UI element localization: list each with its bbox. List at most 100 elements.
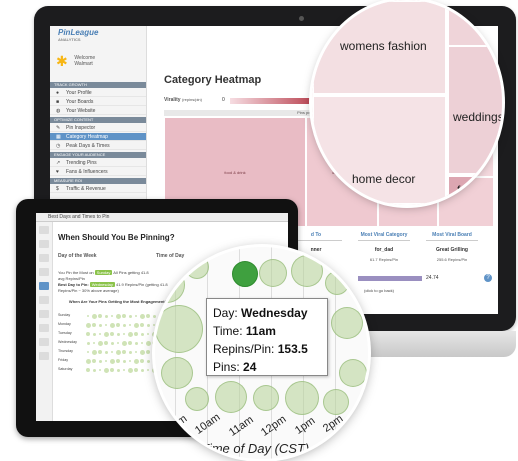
bubble[interactable] [185,387,209,411]
bubble-dot[interactable] [152,341,156,345]
bubble-dot[interactable] [135,315,137,317]
sidebar-item-profile[interactable]: ● Your Profile [50,89,146,97]
bubble-dot[interactable] [129,324,131,326]
nav-icon[interactable] [39,240,49,248]
bubble-dot[interactable] [140,359,144,363]
bubble-dot[interactable] [104,350,108,354]
bubble-dot[interactable] [147,369,149,371]
bubble-dot[interactable] [86,332,90,336]
bubble[interactable] [185,255,209,279]
bubble-dot[interactable] [122,359,126,363]
sidebar-item-website[interactable]: ◍ Your Website [50,107,146,115]
bubble-dot[interactable] [105,324,107,326]
bubble-dot[interactable] [121,340,127,346]
bubble-dot[interactable] [92,368,96,372]
bubble-dot[interactable] [91,313,97,319]
bubble-dot[interactable] [109,358,115,364]
bubble-dot[interactable] [110,341,114,345]
bubble-dot[interactable] [98,350,102,354]
bubble-dot[interactable] [128,341,132,345]
bubble-dot[interactable] [133,322,139,328]
bubble-dot[interactable] [99,369,101,371]
sidebar-item-trending-pins[interactable]: ↗ Trending Pins [50,159,146,167]
magnified-cell[interactable]: home decor [312,95,447,205]
bubble-dot[interactable] [87,315,89,317]
bubble-dot[interactable] [140,368,144,372]
nav-icon[interactable] [39,226,49,234]
bubble-dot[interactable] [146,359,150,363]
bubble-dot[interactable] [91,349,97,355]
bubble-dot[interactable] [85,322,91,328]
bubble[interactable] [323,389,349,415]
bubble-dot[interactable] [128,350,132,354]
sidebar-item-peak-days[interactable]: ◷ Peak Days & Times [50,142,146,150]
bubble-dot[interactable] [92,359,96,363]
nav-icon[interactable] [39,338,49,346]
help-icon[interactable]: ? [484,274,492,282]
bubble[interactable] [155,305,203,353]
bubble-dot[interactable] [117,342,119,344]
bubble-dot[interactable] [140,332,144,336]
bubble-dot[interactable] [116,359,120,363]
bubble-dot[interactable] [93,342,95,344]
bubble-dot[interactable] [110,368,114,372]
bubble-dot[interactable] [104,341,108,345]
nav-icon[interactable] [39,352,49,360]
bubble-dot[interactable] [109,322,115,328]
bubble-dot[interactable] [127,367,133,373]
nav-icon[interactable] [39,254,49,262]
bubble-dot[interactable] [151,367,157,373]
nav-icon[interactable] [39,268,49,276]
bubble-dot[interactable] [147,333,149,335]
bubble-dot[interactable] [139,313,145,319]
bubble-dot[interactable] [122,350,126,354]
bubble-dot[interactable] [103,367,109,373]
bubble-dot[interactable] [86,341,90,345]
bubble-dot[interactable] [105,360,107,362]
bubble[interactable] [331,307,363,339]
bubble[interactable] [259,259,287,287]
bubble-dot[interactable] [141,342,143,344]
bubble[interactable] [339,359,367,387]
bubble-dot[interactable] [134,332,138,336]
bubble-dot[interactable] [127,331,133,337]
bubble-dot[interactable] [116,368,120,372]
bubble-dot[interactable] [146,314,150,318]
magnified-cell[interactable]: womens fashion [312,0,447,95]
bubble-dot[interactable] [153,324,155,326]
bubble-dot[interactable] [146,323,150,327]
bubble[interactable] [161,357,193,389]
app-logo[interactable]: PinLeague ANALYTICS [58,28,138,48]
bubble-dot[interactable] [153,360,155,362]
bubble-dot[interactable] [133,358,139,364]
bubble-dot[interactable] [116,332,120,336]
sidebar-item-category-heatmap[interactable]: ▦ Category Heatmap [50,133,146,141]
bubble-dot[interactable] [97,340,103,346]
sidebar-item-pin-inspector[interactable]: ✎ Pin Inspector [50,124,146,132]
bubble-dot[interactable] [123,333,125,335]
bubble-dot[interactable] [85,358,91,364]
bubble[interactable] [215,381,247,413]
bubble-dot[interactable] [139,349,145,355]
bubble-dot[interactable] [99,333,101,335]
bubble-dot[interactable] [146,350,150,354]
bubble-dot[interactable] [116,323,120,327]
magnified-cell[interactable]: weddings [447,45,502,175]
magnified-cell[interactable]: fo [447,175,502,205]
bubble-dot[interactable] [103,331,109,337]
bubble-dot[interactable] [145,340,151,346]
bubble[interactable] [291,255,323,287]
bubble-dot[interactable] [110,332,114,336]
bubble-dot[interactable] [87,351,89,353]
nav-icon-active[interactable] [39,282,49,290]
bubble-dot[interactable] [98,359,102,363]
bubble[interactable] [285,381,319,415]
bubble[interactable] [253,385,279,411]
bubble-dot[interactable] [151,331,157,337]
bubble-dot[interactable] [92,332,96,336]
bubble-dot[interactable] [115,349,121,355]
bubble-dot[interactable] [134,341,138,345]
bubble-dot[interactable] [152,350,156,354]
nav-icon[interactable] [39,324,49,332]
bubble-dot[interactable] [98,314,102,318]
